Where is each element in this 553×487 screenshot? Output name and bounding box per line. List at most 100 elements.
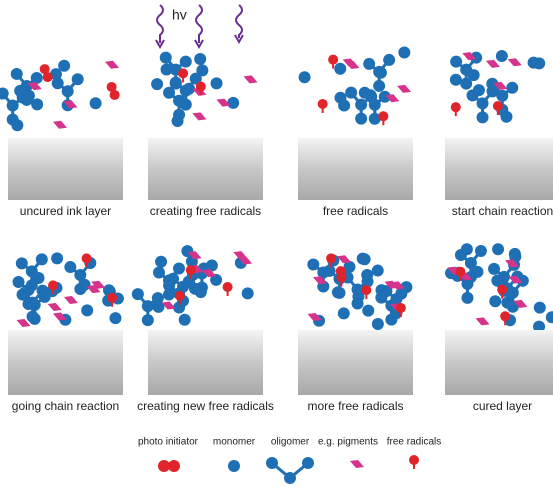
monomer <box>151 78 163 90</box>
monomer <box>473 84 485 96</box>
monomer <box>355 113 367 125</box>
free-radical <box>318 99 328 109</box>
monomer <box>23 90 35 102</box>
panel-label: uncured ink layer <box>20 204 111 218</box>
monomer <box>507 287 519 299</box>
monomer <box>172 115 184 127</box>
monomer <box>173 95 185 107</box>
monomer <box>489 295 501 307</box>
monomer <box>194 53 206 65</box>
monomer <box>375 67 387 79</box>
monomer <box>345 87 357 99</box>
panel-label: going chain reaction <box>12 399 119 413</box>
monomer <box>27 311 39 323</box>
free-radical <box>82 253 92 263</box>
diagram: hv uncured ink layer creating free radica… <box>0 0 553 487</box>
panel: free radicals <box>298 47 413 219</box>
wave-arrow <box>196 5 202 43</box>
free-radical <box>196 82 206 92</box>
monomer <box>163 275 175 287</box>
monomer <box>334 92 346 104</box>
monomer <box>475 245 487 257</box>
substrate <box>298 138 413 200</box>
pigment <box>53 121 67 129</box>
hv-label: hv <box>172 7 187 23</box>
monomer <box>62 85 74 97</box>
monomer <box>357 253 369 265</box>
monomer <box>180 56 192 68</box>
monomer <box>242 287 254 299</box>
monomer <box>506 82 518 94</box>
free-radical <box>48 280 58 290</box>
free-radical <box>336 273 346 283</box>
panel-label: creating free radicals <box>150 204 261 218</box>
monomer <box>465 257 477 269</box>
monomer <box>31 98 43 110</box>
monomer <box>195 286 207 298</box>
monomer <box>155 256 167 268</box>
pigment <box>192 112 206 120</box>
monomer <box>546 311 553 323</box>
monomer <box>179 314 191 326</box>
monomer <box>488 263 500 275</box>
legend-label: photo initiator <box>138 437 199 448</box>
monomer <box>307 258 319 270</box>
monomer <box>81 304 93 316</box>
panel-label: free radicals <box>323 204 388 218</box>
monomer <box>11 119 23 131</box>
substrate <box>445 138 553 200</box>
monomer <box>355 99 367 111</box>
monomer <box>36 253 48 265</box>
light-arrows <box>156 5 243 47</box>
monomer <box>160 52 172 64</box>
monomer <box>72 73 84 85</box>
free-radical <box>223 282 233 292</box>
panel: going chain reaction <box>8 252 124 413</box>
monomer <box>450 56 462 68</box>
panel: more free radicals <box>298 253 413 414</box>
pigment <box>105 61 119 69</box>
monomer <box>299 71 311 83</box>
panel-label: start chain reaction <box>452 204 553 218</box>
monomer <box>338 307 350 319</box>
pigment <box>244 75 258 83</box>
monomer <box>170 78 182 90</box>
panel: creating free radicals <box>148 52 263 219</box>
monomer <box>365 89 377 101</box>
pigment <box>64 296 78 304</box>
monomer <box>477 111 489 123</box>
monomer <box>163 289 175 301</box>
panel: start chain reaction <box>445 50 553 218</box>
monomer <box>31 72 43 84</box>
monomer <box>509 248 521 260</box>
monomer <box>153 267 165 279</box>
legend-label: oligomer <box>271 437 310 448</box>
monomer <box>227 97 239 109</box>
free-radical <box>361 285 371 295</box>
panel-label: cured layer <box>473 399 532 413</box>
monomer <box>23 298 35 310</box>
monomer <box>332 286 344 298</box>
monomer <box>132 288 144 300</box>
monomer <box>450 74 462 86</box>
monomer <box>362 305 374 317</box>
monomer <box>534 302 546 314</box>
monomer <box>142 300 154 312</box>
free-radical <box>186 265 196 275</box>
substrate <box>445 330 553 395</box>
monomer <box>16 257 28 269</box>
pigment <box>233 251 247 259</box>
monomer <box>23 284 35 296</box>
free-radical <box>328 55 338 65</box>
pigment <box>476 317 490 325</box>
pigment <box>350 460 364 468</box>
monomer <box>383 54 395 66</box>
legend-label: monomer <box>213 437 256 448</box>
monomer <box>492 243 504 255</box>
monomer <box>468 69 480 81</box>
monomer <box>461 243 473 255</box>
monomer <box>477 97 489 109</box>
substrate <box>298 330 413 395</box>
monomer <box>363 58 375 70</box>
photo-initiator <box>168 460 180 472</box>
